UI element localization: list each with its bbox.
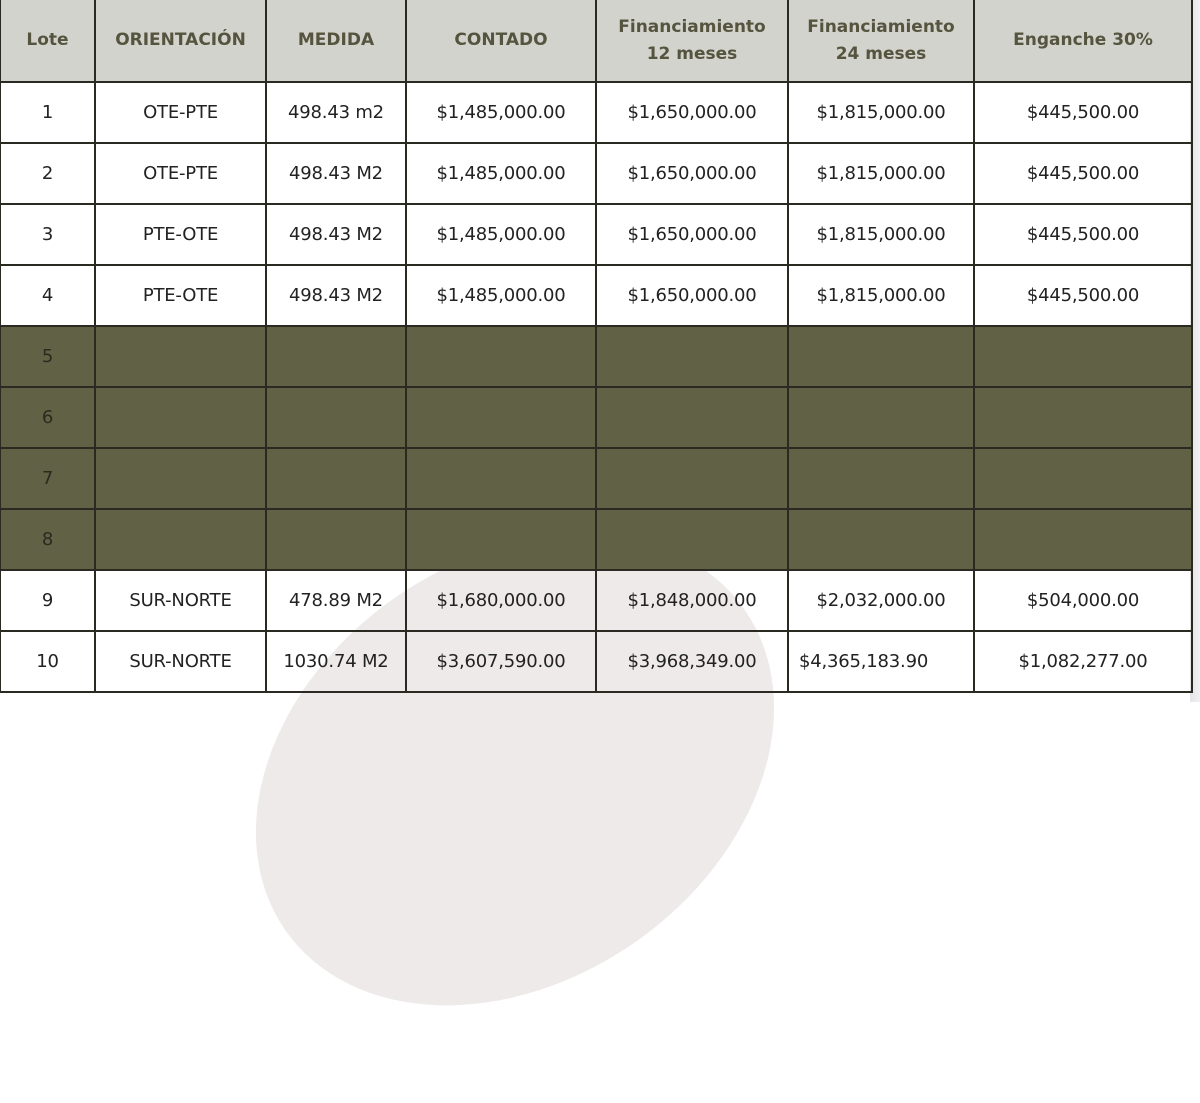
cell-orientacion: SUR-NORTE bbox=[94, 569, 267, 632]
cell-lote: 9 bbox=[0, 569, 96, 632]
cell-lote: 5 bbox=[0, 325, 96, 388]
cell-fin24: $1,815,000.00 bbox=[787, 142, 975, 205]
cell-fin24: $1,815,000.00 bbox=[787, 264, 975, 327]
cell-orientacion: OTE-PTE bbox=[94, 81, 267, 144]
cell-enganche bbox=[973, 447, 1193, 510]
cell-enganche: $445,500.00 bbox=[973, 142, 1193, 205]
header-orientacion: ORIENTACIÓN bbox=[94, 0, 267, 83]
cell-lote: 8 bbox=[0, 508, 96, 571]
cell-fin12: $3,968,349.00 bbox=[595, 630, 789, 693]
cell-orientacion bbox=[94, 325, 267, 388]
cell-medida bbox=[265, 325, 407, 388]
cell-contado bbox=[405, 325, 597, 388]
cell-orientacion bbox=[94, 447, 267, 510]
cell-contado bbox=[405, 386, 597, 449]
cell-fin24 bbox=[787, 447, 975, 510]
cell-fin24 bbox=[787, 386, 975, 449]
cell-fin12 bbox=[595, 447, 789, 510]
cell-orientacion bbox=[94, 508, 267, 571]
page-edge bbox=[1190, 0, 1200, 702]
cell-fin12 bbox=[595, 386, 789, 449]
cell-fin12 bbox=[595, 508, 789, 571]
table-row: 8 bbox=[0, 508, 1193, 571]
cell-medida bbox=[265, 386, 407, 449]
cell-lote: 2 bbox=[0, 142, 96, 205]
lot-price-table: Lote ORIENTACIÓN MEDIDA CONTADO Financia… bbox=[0, 0, 1193, 693]
table-row: 3 PTE-OTE 498.43 M2 $1,485,000.00 $1,650,000… bbox=[0, 203, 1193, 266]
cell-orientacion: PTE-OTE bbox=[94, 203, 267, 266]
cell-medida: 498.43 M2 bbox=[265, 142, 407, 205]
cell-lote: 1 bbox=[0, 81, 96, 144]
cell-lote: 10 bbox=[0, 630, 96, 693]
cell-fin24: $4,365,183.90 bbox=[787, 630, 975, 693]
table-row: 10 SUR-NORTE 1030.74 M2 $3,607,590.00 $3,968… bbox=[0, 630, 1193, 693]
cell-medida bbox=[265, 447, 407, 510]
cell-medida bbox=[265, 508, 407, 571]
table-row: 7 bbox=[0, 447, 1193, 510]
cell-orientacion: SUR-NORTE bbox=[94, 630, 267, 693]
table-row: 6 bbox=[0, 386, 1193, 449]
cell-fin24: $2,032,000.00 bbox=[787, 569, 975, 632]
header-medida: MEDIDA bbox=[265, 0, 407, 83]
cell-fin12: $1,650,000.00 bbox=[595, 81, 789, 144]
cell-orientacion bbox=[94, 386, 267, 449]
cell-lote: 3 bbox=[0, 203, 96, 266]
cell-enganche bbox=[973, 386, 1193, 449]
cell-enganche: $504,000.00 bbox=[973, 569, 1193, 632]
cell-lote: 7 bbox=[0, 447, 96, 510]
cell-contado bbox=[405, 447, 597, 510]
header-row: Lote ORIENTACIÓN MEDIDA CONTADO Financia… bbox=[0, 0, 1193, 83]
cell-fin12: $1,650,000.00 bbox=[595, 203, 789, 266]
cell-fin12: $1,650,000.00 bbox=[595, 264, 789, 327]
cell-contado: $1,680,000.00 bbox=[405, 569, 597, 632]
cell-medida: 478.89 M2 bbox=[265, 569, 407, 632]
cell-enganche bbox=[973, 508, 1193, 571]
header-lote: Lote bbox=[0, 0, 96, 83]
cell-enganche: $445,500.00 bbox=[973, 81, 1193, 144]
cell-fin24 bbox=[787, 508, 975, 571]
cell-orientacion: OTE-PTE bbox=[94, 142, 267, 205]
cell-lote: 4 bbox=[0, 264, 96, 327]
cell-medida: 498.43 M2 bbox=[265, 264, 407, 327]
cell-lote: 6 bbox=[0, 386, 96, 449]
header-contado: CONTADO bbox=[405, 0, 597, 83]
cell-fin12: $1,650,000.00 bbox=[595, 142, 789, 205]
cell-contado: $3,607,590.00 bbox=[405, 630, 597, 693]
cell-enganche: $445,500.00 bbox=[973, 264, 1193, 327]
table-row: 4 PTE-OTE 498.43 M2 $1,485,000.00 $1,650,000… bbox=[0, 264, 1193, 327]
cell-fin24 bbox=[787, 325, 975, 388]
header-financiamiento-24: Financiamiento 24 meses bbox=[787, 0, 975, 83]
header-financiamiento-12: Financiamiento 12 meses bbox=[595, 0, 789, 83]
cell-fin24: $1,815,000.00 bbox=[787, 203, 975, 266]
cell-orientacion: PTE-OTE bbox=[94, 264, 267, 327]
cell-contado: $1,485,000.00 bbox=[405, 81, 597, 144]
table-row: 5 bbox=[0, 325, 1193, 388]
cell-fin12: $1,848,000.00 bbox=[595, 569, 789, 632]
header-enganche: Enganche 30% bbox=[973, 0, 1193, 83]
cell-medida: 498.43 M2 bbox=[265, 203, 407, 266]
table-row: 2 OTE-PTE 498.43 M2 $1,485,000.00 $1,650,000… bbox=[0, 142, 1193, 205]
cell-enganche: $1,082,277.00 bbox=[973, 630, 1193, 693]
cell-fin12 bbox=[595, 325, 789, 388]
cell-medida: 1030.74 M2 bbox=[265, 630, 407, 693]
cell-contado: $1,485,000.00 bbox=[405, 142, 597, 205]
cell-medida: 498.43 m2 bbox=[265, 81, 407, 144]
cell-enganche bbox=[973, 325, 1193, 388]
cell-enganche: $445,500.00 bbox=[973, 203, 1193, 266]
cell-contado: $1,485,000.00 bbox=[405, 264, 597, 327]
table-row: 9 SUR-NORTE 478.89 M2 $1,680,000.00 $1,848,0… bbox=[0, 569, 1193, 632]
cell-fin24: $1,815,000.00 bbox=[787, 81, 975, 144]
cell-contado: $1,485,000.00 bbox=[405, 203, 597, 266]
cell-contado bbox=[405, 508, 597, 571]
table-row: 1 OTE-PTE 498.43 m2 $1,485,000.00 $1,650,000… bbox=[0, 81, 1193, 144]
